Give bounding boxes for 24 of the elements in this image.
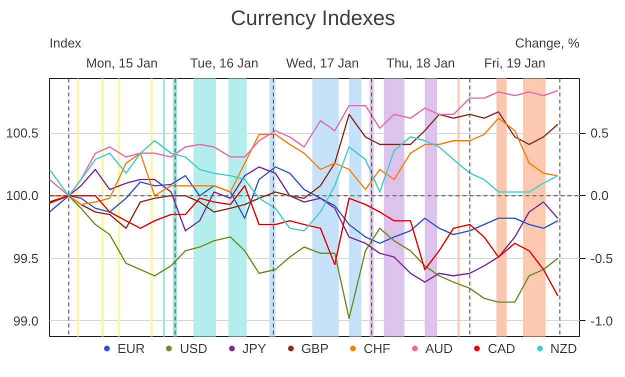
legend-label: AUD — [425, 340, 453, 356]
y2-tick-label: 0.0 — [590, 188, 609, 204]
legend-label: USD — [180, 340, 208, 356]
x-tick-label: Mon, 15 Jan — [86, 56, 158, 70]
legend-label: EUR — [117, 340, 145, 356]
y2-axis-title: Change, % — [515, 36, 580, 50]
legend-label: CAD — [488, 340, 516, 356]
y2-tick-label: -1.0 — [590, 313, 613, 328]
y-axis-title: Index — [50, 36, 82, 50]
legend-label: JPY — [242, 340, 266, 356]
legend-label: CHF — [364, 340, 390, 356]
y-tick-label: 100.5 — [6, 126, 39, 141]
y2-tick-label: -0.5 — [590, 250, 613, 266]
y-tick-label: 99.5 — [13, 250, 39, 266]
chart-title: Currency Indexes — [230, 7, 396, 30]
y-tick-label: 100.0 — [6, 188, 39, 204]
x-tick-label: Wed, 17 Jan — [286, 56, 359, 70]
legend-label: NZD — [550, 340, 577, 356]
x-tick-label: Thu, 18 Jan — [386, 56, 456, 70]
y2-tick-label: 0.5 — [590, 126, 609, 141]
legend-label: GBP — [301, 340, 329, 356]
y-tick-label: 99.0 — [13, 313, 39, 328]
x-tick-label: Tue, 16 Jan — [190, 56, 258, 70]
x-tick-label: Fri, 19 Jan — [484, 56, 546, 70]
